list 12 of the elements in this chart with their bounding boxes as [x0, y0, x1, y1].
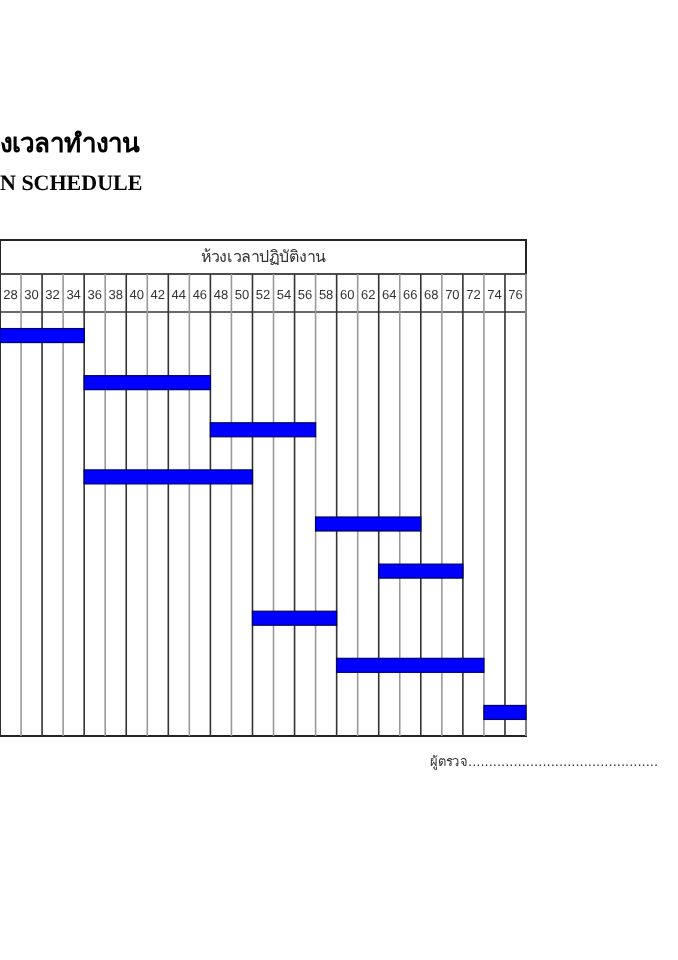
- bar: [83, 469, 254, 485]
- chart-subtitle: N SCHEDULE: [0, 172, 143, 196]
- bar: [483, 704, 527, 721]
- bar: [251, 610, 338, 626]
- chart-title: งเวลาทำงาน: [0, 128, 140, 160]
- bar: [315, 516, 422, 532]
- bar: [209, 422, 317, 438]
- bar: [0, 327, 85, 344]
- x-axis-title: ห้วงเวลาปฏิบัติงาน: [201, 248, 327, 266]
- bar: [83, 375, 211, 391]
- bar: [378, 563, 464, 579]
- bar: [336, 657, 485, 673]
